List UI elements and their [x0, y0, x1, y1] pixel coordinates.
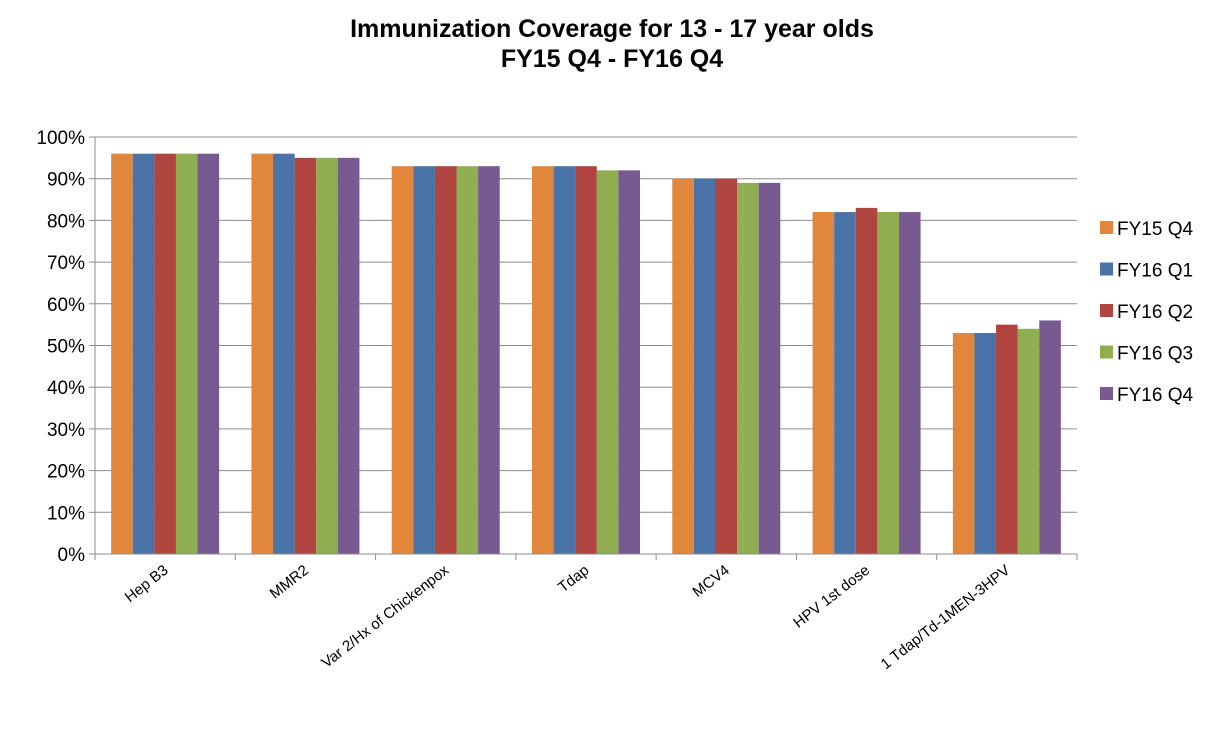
bar-fy15-q4: [672, 178, 694, 554]
legend-label: FY15 Q4: [1117, 219, 1193, 240]
x-category-label: MCV4: [689, 562, 732, 601]
y-tick-label: 40%: [47, 378, 85, 399]
chart-subtitle: FY15 Q4 - FY16 Q4: [500, 45, 724, 73]
chart-title-block: Immunization Coverage for 13 - 17 year o…: [0, 14, 1224, 74]
y-tick-label: 80%: [47, 211, 85, 232]
y-tick-label: 50%: [47, 337, 85, 358]
bar-fy16-q3: [1017, 328, 1040, 554]
bar-fy16-q2: [715, 178, 738, 554]
x-category-label: MMR2: [267, 562, 312, 603]
x-category-labels: Hep B3 MMR2 Var 2/Hx of Chickenpox Tdap MCV4…: [122, 561, 1014, 673]
y-tick-label: 20%: [47, 462, 85, 483]
bar-fy15-q4: [532, 166, 554, 554]
bar-fy16-q2: [434, 166, 457, 554]
bar-fy16-q3: [596, 170, 619, 555]
bar-fy16-q2: [294, 157, 317, 554]
legend-label: FY16 Q1: [1117, 261, 1193, 282]
bar-fy16-q4: [1039, 320, 1061, 554]
bar-fy16-q1: [834, 212, 856, 554]
y-tick-label: 100%: [36, 128, 85, 149]
bar-fy15-q4: [111, 153, 133, 554]
bar-fy16-q3: [737, 182, 759, 554]
x-category-label: Var 2/Hx of Chickenpox: [318, 561, 452, 671]
x-category-label: Tdap: [555, 562, 592, 596]
legend-label: FY16 Q2: [1117, 302, 1193, 323]
y-tick-label: 70%: [47, 253, 85, 274]
bar-fy15-q4: [812, 212, 835, 554]
bar-fy16-q4: [337, 157, 360, 554]
legend-label: FY16 Q3: [1117, 344, 1193, 365]
y-tick-label: 30%: [47, 420, 85, 441]
bar-fy16-q4: [618, 170, 640, 555]
bar-fy16-q1: [413, 166, 435, 554]
x-category-label: 1 Tdap/Td-1MEN-3HPV: [878, 562, 1014, 673]
bar-fy16-q2: [154, 153, 176, 554]
bar-fy16-q3: [877, 212, 899, 554]
legend-swatch: [1100, 387, 1113, 400]
bar-fy16-q4: [478, 166, 500, 554]
bar-fy16-q3: [456, 166, 479, 554]
legend-swatch: [1100, 345, 1113, 359]
bar-fy16-q1: [273, 153, 295, 554]
bar-fy16-q4: [898, 212, 921, 554]
y-tick-label: 90%: [47, 170, 85, 191]
bar-fy16-q2: [996, 324, 1018, 554]
bar-fy16-q3: [175, 153, 198, 554]
y-tick-label: 60%: [47, 295, 85, 316]
bars: [111, 153, 1061, 555]
axes: [89, 136, 1078, 560]
bar-fy15-q4: [952, 332, 975, 554]
y-tick-label: 0%: [58, 545, 86, 566]
bar-fy16-q3: [316, 157, 338, 554]
bar-fy16-q4: [197, 153, 220, 554]
bar-fy16-q1: [553, 166, 576, 554]
bar-fy16-q1: [132, 153, 155, 554]
legend-label: FY16 Q4: [1117, 385, 1193, 406]
bar-fy16-q2: [855, 207, 878, 554]
bar-fy16-q2: [575, 166, 597, 554]
bar-fy16-q1: [693, 178, 716, 554]
x-category-label: HPV 1st dose: [790, 562, 873, 632]
x-category-label: Hep B3: [122, 562, 172, 606]
bar-fy15-q4: [251, 153, 274, 554]
legend-swatch: [1100, 221, 1113, 234]
y-tick-labels: 0% 10% 20% 30% 40% 50% 60% 70% 80% 90% 100%: [36, 128, 85, 566]
legend: FY15 Q4 FY16 Q1 FY16 Q2 FY16 Q3 FY16 Q4: [1100, 219, 1193, 406]
bar-fy16-q1: [974, 332, 997, 554]
bar-fy16-q4: [758, 182, 781, 554]
legend-swatch: [1100, 304, 1113, 317]
y-tick-label: 10%: [47, 503, 85, 524]
bar-fy15-q4: [391, 166, 414, 554]
chart-title: Immunization Coverage for 13 - 17 year o…: [350, 15, 874, 43]
legend-swatch: [1100, 262, 1113, 276]
